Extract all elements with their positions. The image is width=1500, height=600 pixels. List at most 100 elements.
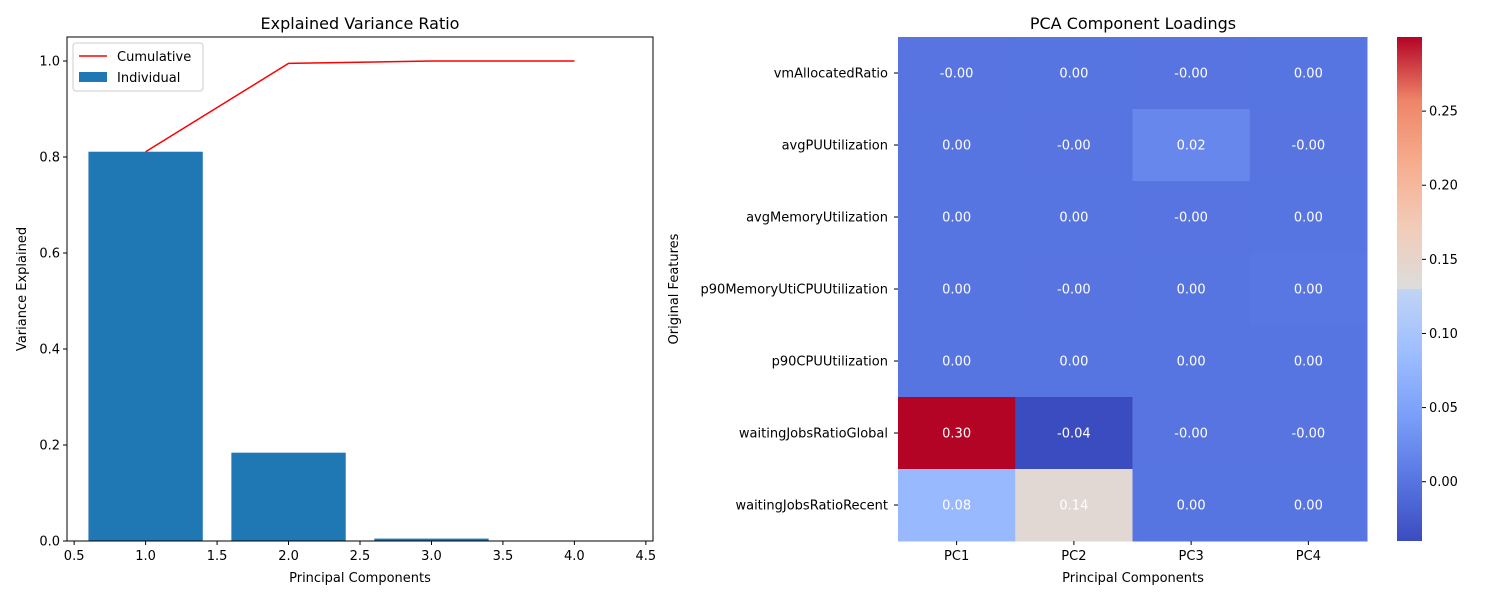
y-tick-label: 0.8 [39,151,60,166]
variance-y-axis-label: Variance Explained [15,227,30,351]
heatmap-cell [1249,397,1368,470]
heatmap-cell-label: -0.00 [1174,427,1208,442]
y-tick-label: 1.0 [39,55,60,70]
heatmap-cell [1015,469,1133,542]
variance-bar-pc3 [374,538,489,541]
variance-chart-title: Explained Variance Ratio [261,14,460,33]
heatmap-title: PCA Component Loadings [1030,14,1236,33]
legend-bar-swatch [79,72,107,82]
heatmap-row-label: p90MemoryUtiCPUUtilization [701,283,888,298]
heatmap-cell-label: 0.08 [942,499,971,514]
y-tick-label: 0.6 [39,247,60,262]
x-tick-label: 2.0 [278,549,299,564]
y-tick-label: 0.0 [39,535,60,550]
heatmap-cell-label: 0.00 [942,355,971,370]
heatmap-cell-label: -0.04 [1057,427,1091,442]
colorbar-ticks: 0.00 0.05 0.10 0.15 0.20 0.25 [1422,105,1458,490]
heatmap-cell-label: 0.00 [1294,355,1323,370]
colorbar-tick-label: 0.05 [1429,401,1458,416]
heatmap-cell [898,397,1016,470]
heatmap-cell [1132,397,1251,470]
variance-y-ticks: 0.0 0.2 0.4 0.6 0.8 1.0 [39,55,67,550]
heatmap-cell-label: -0.00 [1174,67,1208,82]
x-tick-label: 4.0 [564,549,585,564]
variance-legend: Cumulative Individual [72,42,204,92]
heatmap-cell [1015,181,1133,254]
heatmap-row-label: waitingJobsRatioGlobal [739,427,888,442]
colorbar-tick-label: 0.20 [1429,179,1458,194]
heatmap-column-label: PC4 [1296,549,1321,564]
heatmap-cell-label: 0.00 [1294,67,1323,82]
heatmap-cell [1132,469,1251,542]
heatmap-cell [898,181,1016,254]
heatmap-x-axis-label: Principal Components [1062,571,1204,586]
variance-bar-pc2 [231,452,346,541]
heatmap-cell [1132,253,1251,326]
heatmap-x-ticks: PC1 PC2 PC3 PC4 [944,541,1321,564]
heatmap-cell-label: 0.00 [1177,283,1206,298]
heatmap-cell [1249,325,1368,398]
cumulative-line [145,60,575,153]
heatmap-cell-label: 0.00 [1294,499,1323,514]
heatmap-column-label: PC2 [1061,549,1086,564]
x-tick-label: 1.0 [135,549,156,564]
heatmap-cell [898,469,1016,542]
heatmap-cell-label: 0.14 [1059,499,1088,514]
heatmap-cell [1015,253,1133,326]
variance-bar-pc1 [88,151,203,541]
colorbar-tick-label: 0.10 [1429,327,1458,342]
heatmap-cell [1132,37,1251,110]
heatmap-cell [1249,253,1368,326]
heatmap-cell-label: 0.00 [1177,355,1206,370]
heatmap-cell-label: 0.00 [1294,283,1323,298]
heatmap-cell [1015,109,1133,182]
heatmap-cell [898,253,1016,326]
x-tick-label: 3.0 [421,549,442,564]
heatmap-cell-label: -0.00 [940,67,974,82]
x-tick-label: 2.5 [350,549,371,564]
heatmap-cell-label: 0.00 [1177,499,1206,514]
heatmap-cell [1132,109,1251,182]
heatmap-column-label: PC3 [1179,549,1204,564]
heatmap-y-axis-label: Original Features [667,233,682,344]
variance-x-ticks: 0.5 1.0 1.5 2.0 2.5 3.0 3.5 4.0 4.5 [64,541,656,564]
legend-label-cumulative: Cumulative [117,50,191,65]
heatmap-cell [1132,181,1251,254]
x-tick-label: 1.5 [207,549,228,564]
heatmap-cell-label: 0.00 [942,211,971,226]
heatmap-cell-label: 0.30 [942,427,971,442]
heatmap-cell [1249,469,1368,542]
x-tick-label: 3.5 [493,549,514,564]
loadings-heatmap: PCA Component Loadings -0.00 0.00 -0.00 0.0… [667,14,1458,586]
colorbar-tick-label: 0.15 [1429,253,1458,268]
heatmap-cell-label: -0.00 [1057,139,1091,154]
legend-label-individual: Individual [117,71,180,86]
heatmap-cell [1249,181,1368,254]
heatmap-cell [898,325,1016,398]
heatmap-cell-labels: -0.00 0.00 -0.00 0.00 0.00 -0.00 0.02 -0.00 0.00… [940,67,1325,514]
y-tick-label: 0.4 [39,343,60,358]
heatmap-cell-label: -0.00 [1292,427,1326,442]
heatmap-cell-label: 0.00 [1059,67,1088,82]
heatmap-cell-label: -0.00 [1174,211,1208,226]
heatmap-row-label: avgPUUtilization [782,139,888,154]
colorbar-gradient [1397,37,1422,541]
heatmap-row-label: p90CPUUtilization [772,355,888,370]
heatmap-cells [898,37,1368,542]
variance-chart: Explained Variance Ratio 0.5 1.0 1.5 2.0 2.5… [15,14,656,586]
colorbar: 0.00 0.05 0.10 0.15 0.20 0.25 [1397,37,1458,541]
heatmap-cell [898,109,1016,182]
heatmap-cell-label: -0.00 [1057,283,1091,298]
heatmap-row-label: avgMemoryUtilization [746,211,888,226]
heatmap-cell-label: 0.00 [942,283,971,298]
heatmap-cell [1015,325,1133,398]
variance-x-axis-label: Principal Components [289,571,431,586]
heatmap-cell [1249,109,1368,182]
x-tick-label: 0.5 [64,549,85,564]
heatmap-cell-label: -0.00 [1292,139,1326,154]
colorbar-tick-label: 0.25 [1429,105,1458,120]
heatmap-cell-label: 0.00 [1059,211,1088,226]
heatmap-cell-label: 0.00 [942,139,971,154]
heatmap-cell [1015,37,1133,110]
